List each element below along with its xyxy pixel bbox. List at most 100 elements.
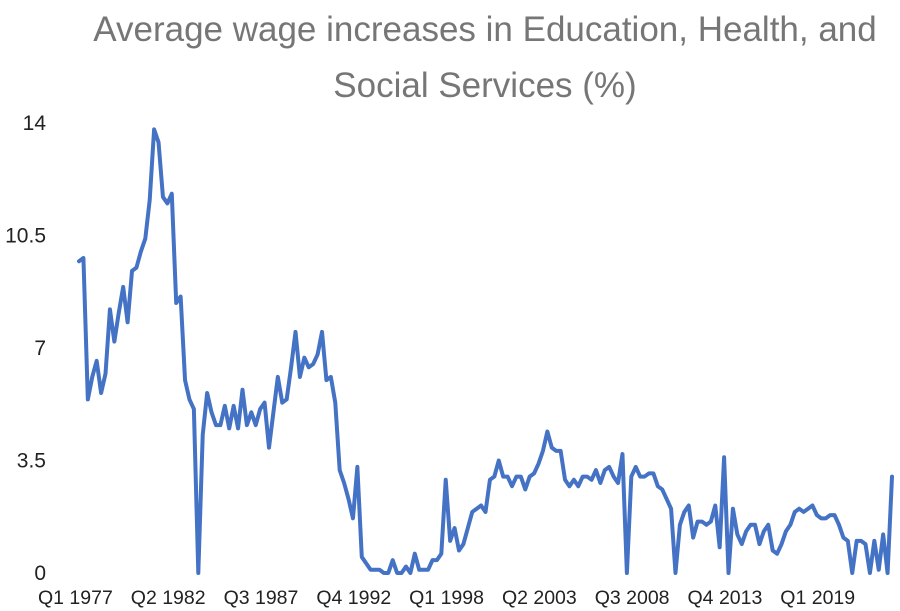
data-point — [294, 330, 297, 334]
data-point — [497, 459, 500, 462]
data-point — [325, 378, 328, 382]
data-point — [524, 488, 527, 491]
data-point — [683, 510, 686, 514]
data-point — [387, 571, 390, 575]
data-point — [435, 558, 439, 562]
data-point — [175, 301, 178, 305]
data-point — [828, 513, 832, 517]
data-point — [718, 546, 721, 549]
data-point — [236, 427, 240, 430]
data-point — [616, 481, 620, 485]
data-point — [515, 475, 518, 478]
data-point — [82, 256, 85, 260]
data-point — [820, 517, 823, 520]
data-point — [661, 488, 664, 491]
data-point — [457, 549, 461, 552]
y-tick-label: 3.5 — [17, 450, 46, 473]
data-point — [510, 485, 514, 488]
data-point — [462, 542, 465, 546]
data-point — [130, 269, 134, 273]
data-point — [479, 504, 483, 507]
x-tick-label: Q2 2003 — [502, 587, 577, 609]
data-point — [161, 195, 165, 199]
chart-title-line-2: Social Services (%) — [333, 66, 637, 105]
data-point — [780, 542, 783, 546]
data-point — [152, 128, 156, 131]
data-point — [638, 475, 642, 478]
data-point — [303, 356, 306, 359]
data-point — [546, 430, 549, 433]
data-point — [590, 478, 593, 481]
data-point — [471, 510, 474, 514]
data-point — [117, 311, 120, 314]
data-point — [400, 571, 403, 575]
data-point — [307, 366, 310, 369]
y-tick-label: 10.5 — [5, 225, 46, 248]
data-point — [753, 523, 757, 526]
data-point — [320, 330, 324, 334]
data-point — [135, 266, 138, 269]
data-point — [342, 481, 346, 485]
x-tick-label: Q3 1987 — [224, 587, 299, 609]
data-point — [740, 542, 743, 546]
data-point — [369, 568, 372, 571]
data-point — [179, 295, 182, 298]
data-point — [550, 446, 553, 449]
data-point — [281, 401, 284, 404]
data-point — [824, 517, 827, 520]
data-point — [258, 407, 262, 411]
data-point — [669, 507, 673, 510]
data-point — [806, 507, 810, 510]
chart-title-line-1: Average wage increases in Education, Hea… — [93, 10, 877, 49]
data-point — [197, 571, 200, 575]
data-point — [113, 340, 116, 343]
data-point — [183, 378, 187, 382]
y-tick-label: 14 — [23, 112, 47, 135]
data-point — [501, 475, 505, 478]
data-point — [108, 308, 112, 311]
data-point — [890, 475, 894, 478]
x-tick-label: Q1 1977 — [38, 587, 113, 609]
data-point — [210, 411, 213, 414]
data-point — [625, 571, 629, 575]
data-point — [148, 198, 151, 202]
data-point — [418, 568, 421, 571]
data-point — [674, 571, 677, 575]
data-point — [634, 465, 637, 469]
data-point — [731, 507, 735, 510]
data-point — [329, 375, 333, 379]
data-point — [762, 530, 766, 533]
data-point — [877, 568, 880, 571]
data-point — [581, 475, 584, 478]
x-tick-label: Q2 1982 — [131, 587, 206, 609]
data-point — [484, 510, 487, 514]
data-point — [599, 481, 602, 485]
data-point — [851, 571, 854, 575]
y-tick-label: 0 — [34, 562, 46, 585]
y-tick-label: 7 — [34, 337, 46, 360]
data-point — [758, 542, 761, 546]
data-point — [859, 539, 863, 543]
data-point — [873, 539, 876, 543]
data-point — [767, 523, 770, 526]
data-point — [700, 520, 704, 523]
data-point — [311, 362, 315, 366]
data-point — [722, 456, 726, 459]
data-point — [864, 542, 867, 546]
data-point — [241, 388, 244, 391]
data-point — [360, 555, 363, 559]
x-tick-label: Q3 2008 — [595, 587, 670, 609]
data-point — [77, 260, 81, 263]
data-point — [493, 475, 496, 478]
data-point — [652, 472, 655, 475]
data-point — [771, 549, 774, 552]
data-point — [201, 433, 204, 436]
data-point — [188, 398, 191, 401]
data-point — [886, 571, 889, 575]
data-point — [705, 523, 708, 526]
data-point — [842, 536, 845, 539]
data-point — [559, 449, 562, 453]
data-point — [612, 475, 615, 478]
data-point — [263, 401, 266, 404]
